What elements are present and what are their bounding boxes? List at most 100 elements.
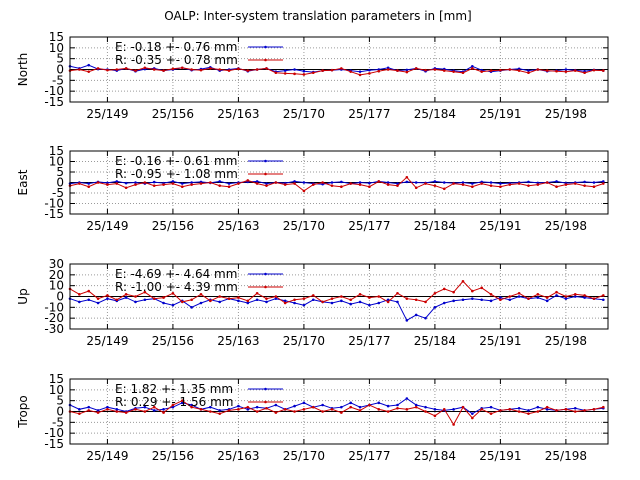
data-point-E bbox=[106, 405, 109, 409]
data-point-E bbox=[340, 299, 343, 303]
y-tick-label: -5 bbox=[52, 415, 64, 429]
data-point-R bbox=[461, 183, 465, 186]
y-tick-label: -10 bbox=[44, 84, 64, 98]
data-point-R bbox=[180, 300, 184, 304]
data-point-R bbox=[555, 69, 558, 73]
data-point-R bbox=[78, 182, 81, 185]
data-point-E bbox=[180, 182, 184, 185]
data-point-E bbox=[433, 408, 437, 411]
data-point-R bbox=[583, 71, 586, 75]
data-point-R bbox=[171, 403, 175, 407]
data-point-R bbox=[124, 67, 128, 70]
x-tick-label: 25/170 bbox=[283, 334, 325, 348]
x-tick-label: 25/198 bbox=[545, 449, 587, 463]
data-point-E bbox=[433, 180, 437, 183]
data-point-R bbox=[489, 184, 493, 187]
x-tick-label: 25/184 bbox=[414, 107, 456, 121]
x-tick-label: 25/184 bbox=[414, 219, 456, 233]
y-tick-label: 20 bbox=[49, 268, 64, 282]
data-point-E bbox=[536, 405, 540, 409]
data-point-R bbox=[517, 291, 521, 295]
x-tick-label: 25/198 bbox=[545, 219, 587, 233]
series-line-R bbox=[69, 280, 604, 304]
data-point-E bbox=[583, 296, 586, 299]
data-point-E bbox=[302, 69, 306, 73]
data-point-R bbox=[237, 182, 240, 185]
data-point-R bbox=[461, 405, 465, 409]
data-point-R bbox=[489, 412, 493, 415]
data-point-E bbox=[330, 181, 334, 184]
data-point-E bbox=[255, 180, 259, 183]
data-point-R bbox=[489, 69, 493, 72]
data-point-R bbox=[302, 408, 306, 411]
x-tick-label: 25/163 bbox=[217, 449, 259, 463]
legend-label-R: R: -0.95 +- 1.08 mm bbox=[115, 167, 238, 181]
data-point-R bbox=[405, 297, 409, 300]
x-tick-label: 25/191 bbox=[479, 334, 521, 348]
data-point-R bbox=[209, 67, 212, 70]
data-point-E bbox=[274, 297, 278, 300]
data-point-E bbox=[152, 409, 156, 412]
legend-point-E bbox=[264, 387, 267, 391]
data-point-E bbox=[349, 401, 352, 405]
data-point-E bbox=[237, 404, 240, 408]
data-point-R bbox=[573, 293, 577, 296]
data-point-R bbox=[96, 411, 100, 414]
data-point-R bbox=[405, 408, 409, 411]
data-point-R bbox=[545, 296, 549, 299]
y-axis-label: Tropo bbox=[16, 395, 30, 429]
x-tick-label: 25/177 bbox=[348, 107, 390, 121]
data-point-R bbox=[302, 189, 306, 193]
series-line-R bbox=[69, 400, 604, 426]
data-point-E bbox=[293, 180, 296, 183]
data-point-R bbox=[349, 298, 352, 302]
data-point-R bbox=[143, 66, 147, 70]
data-point-R bbox=[190, 298, 193, 302]
data-point-R bbox=[311, 294, 315, 297]
data-point-R bbox=[134, 69, 137, 72]
legend-point-E bbox=[264, 272, 267, 276]
data-point-R bbox=[143, 410, 147, 413]
data-point-R bbox=[536, 68, 540, 71]
data-point-R bbox=[227, 185, 231, 188]
data-point-R bbox=[190, 183, 193, 186]
data-point-E bbox=[508, 298, 512, 302]
data-point-E bbox=[405, 319, 409, 322]
data-point-E bbox=[302, 303, 306, 307]
data-point-E bbox=[592, 181, 596, 184]
data-point-R bbox=[564, 183, 568, 186]
data-point-E bbox=[396, 182, 399, 185]
data-point-R bbox=[96, 67, 100, 70]
data-point-R bbox=[471, 185, 474, 188]
data-point-R bbox=[340, 295, 343, 298]
data-point-E bbox=[489, 405, 493, 409]
data-point-R bbox=[143, 181, 147, 184]
data-point-R bbox=[396, 406, 399, 410]
data-point-R bbox=[602, 294, 605, 297]
data-point-R bbox=[396, 184, 399, 187]
series-line-E bbox=[69, 180, 604, 185]
data-point-R bbox=[106, 183, 109, 186]
data-point-E bbox=[302, 401, 306, 405]
data-point-R bbox=[321, 181, 324, 184]
y-tick-label: 30 bbox=[49, 257, 64, 271]
x-tick-label: 25/170 bbox=[283, 449, 325, 463]
data-point-R bbox=[330, 68, 334, 72]
data-point-R bbox=[180, 399, 184, 402]
data-point-E bbox=[527, 180, 530, 184]
y-tick-label: 0 bbox=[56, 405, 64, 419]
data-point-E bbox=[330, 301, 334, 305]
data-point-E bbox=[564, 68, 568, 71]
data-point-E bbox=[358, 181, 362, 184]
data-point-R bbox=[564, 295, 568, 298]
legend-label-E: E: -0.18 +- 0.76 mm bbox=[115, 40, 237, 54]
data-point-R bbox=[545, 405, 549, 409]
data-point-R bbox=[78, 293, 81, 296]
x-tick-label: 25/177 bbox=[348, 334, 390, 348]
data-point-E bbox=[555, 180, 558, 183]
data-point-R bbox=[265, 67, 268, 70]
data-point-R bbox=[536, 293, 540, 296]
data-point-R bbox=[143, 290, 147, 294]
x-tick-label: 25/149 bbox=[86, 449, 128, 463]
data-point-R bbox=[536, 183, 540, 186]
